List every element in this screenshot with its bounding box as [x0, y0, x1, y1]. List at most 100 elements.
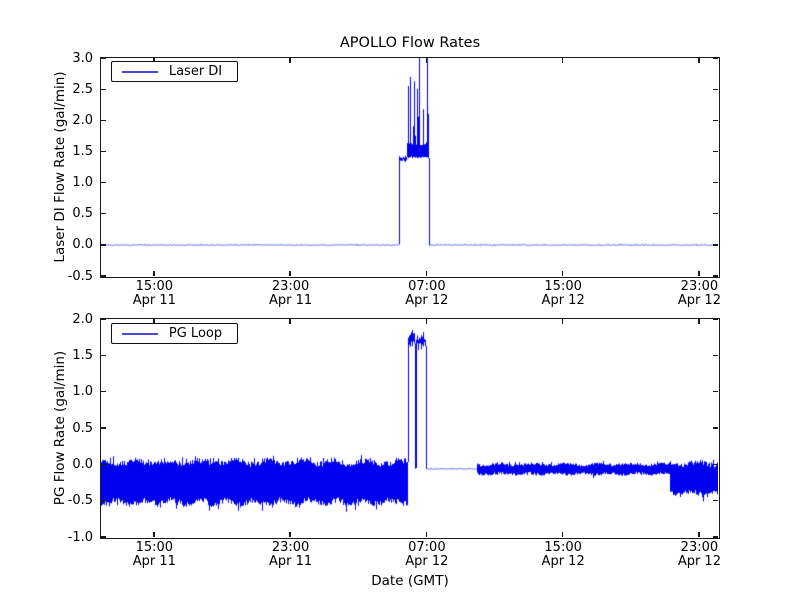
tick-mark [289, 271, 291, 276]
tick-mark [101, 150, 106, 153]
y-tick-label: 1.5 [72, 347, 93, 363]
tick-mark [425, 319, 428, 324]
y-tick-label: 1.0 [72, 384, 93, 400]
x-tick-time: 15:00 [544, 540, 582, 555]
tick-mark [425, 58, 428, 63]
x-tick-time: 07:00 [408, 540, 446, 555]
tick-mark [562, 532, 564, 537]
x-tick-time: 23:00 [680, 279, 719, 294]
x-tick-label: 07:00 Apr 12 [382, 541, 472, 569]
y-tick-label: 2.0 [72, 311, 93, 327]
x-tick-date: Apr 12 [405, 293, 449, 308]
y-tick-label: 1.5 [72, 143, 93, 159]
tick-mark [562, 58, 564, 63]
legend-line-sample-icon [122, 70, 158, 73]
y-tick-label: 2.5 [72, 81, 93, 97]
y-tick-label: 2.0 [72, 112, 93, 128]
tick-mark [698, 271, 700, 276]
tick-mark [713, 463, 718, 466]
x-tick-time: 23:00 [271, 279, 310, 294]
tick-mark [698, 58, 700, 63]
laser-di-line-series [101, 58, 718, 276]
x-tick-date: Apr 12 [677, 554, 721, 569]
x-tick-time: 23:00 [680, 540, 719, 555]
tick-mark [713, 119, 718, 121]
x-tick-time: 15:00 [135, 279, 174, 294]
tick-mark [713, 318, 718, 320]
tick-mark [289, 319, 291, 324]
tick-mark [713, 150, 718, 153]
x-tick-date: Apr 12 [541, 554, 585, 569]
laser-di-y-axis-label: Laser DI Flow Rate (gal/min) [52, 71, 68, 263]
tick-mark [153, 532, 155, 537]
tick-mark [698, 532, 700, 537]
tick-mark [562, 319, 564, 324]
tick-mark [101, 391, 106, 393]
x-tick-date: Apr 12 [541, 293, 585, 308]
tick-mark [101, 536, 106, 538]
y-tick-label: 0.0 [72, 237, 93, 253]
tick-mark [713, 427, 718, 429]
tick-mark [101, 500, 106, 502]
x-tick-label: 07:00 Apr 12 [382, 280, 472, 308]
x-tick-date: Apr 11 [268, 554, 313, 569]
tick-mark [101, 244, 106, 246]
tick-mark [101, 463, 106, 466]
tick-mark [713, 275, 718, 277]
y-tick-label: -0.5 [67, 493, 93, 509]
x-tick-label: 23:00 Apr 11 [246, 541, 336, 569]
tick-mark [425, 271, 428, 276]
chart-title: APOLLO Flow Rates [339, 35, 481, 51]
x-axis-label: Date (GMT) [371, 573, 449, 589]
tick-mark [101, 427, 106, 429]
x-tick-label: 15:00 Apr 11 [109, 280, 199, 308]
tick-mark [101, 318, 106, 320]
x-tick-label: 15:00 Apr 11 [109, 541, 199, 569]
tick-mark [425, 532, 428, 537]
tick-mark [713, 181, 718, 184]
tick-mark [101, 181, 106, 184]
tick-mark [101, 213, 106, 215]
pg-loop-line-series [101, 319, 718, 537]
y-tick-label: 0.5 [72, 420, 93, 436]
tick-mark [289, 58, 291, 63]
laser-di-legend: Laser DI [111, 61, 238, 82]
x-tick-label: 23:00 Apr 12 [654, 541, 744, 569]
legend-label-laser-di: Laser DI [168, 64, 223, 79]
x-tick-label: 23:00 Apr 12 [654, 280, 744, 308]
legend-line-sample-icon [122, 332, 158, 335]
x-tick-date: Apr 11 [132, 293, 176, 308]
tick-mark [562, 271, 564, 276]
x-tick-time: 23:00 [271, 540, 310, 555]
x-tick-label: 15:00 Apr 12 [518, 280, 608, 308]
tick-mark [713, 57, 718, 59]
x-tick-date: Apr 11 [132, 554, 176, 569]
x-tick-date: Apr 12 [677, 293, 721, 308]
tick-mark [153, 319, 155, 324]
pg-loop-plot-area: PG Loop [100, 318, 720, 539]
tick-mark [698, 319, 700, 324]
tick-mark [713, 500, 718, 502]
tick-mark [713, 213, 718, 215]
tick-mark [289, 532, 291, 537]
tick-mark [153, 271, 155, 276]
laser-di-plot-area: Laser DI [100, 57, 720, 278]
tick-mark [101, 119, 106, 121]
x-tick-time: 07:00 [408, 279, 446, 294]
tick-mark [713, 88, 718, 90]
x-tick-date: Apr 12 [405, 554, 449, 569]
y-tick-label: 0.5 [72, 206, 93, 222]
tick-mark [713, 391, 718, 393]
tick-mark [101, 275, 106, 277]
x-tick-time: 15:00 [135, 540, 174, 555]
y-tick-label: -0.5 [67, 268, 93, 284]
x-tick-date: Apr 11 [268, 293, 313, 308]
x-tick-label: 23:00 Apr 11 [246, 280, 336, 308]
y-tick-label: 1.0 [72, 175, 93, 191]
y-tick-label: -1.0 [67, 529, 93, 545]
legend-label-pg-loop: PG Loop [168, 326, 223, 341]
tick-mark [101, 354, 106, 357]
x-tick-time: 15:00 [544, 279, 582, 294]
x-tick-label: 15:00 Apr 12 [518, 541, 608, 569]
